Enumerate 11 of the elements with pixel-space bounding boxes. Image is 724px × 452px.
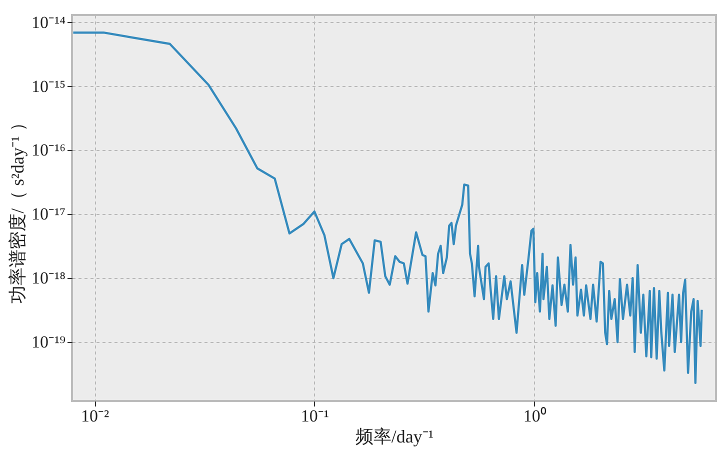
y-tick-label: 10⁻¹⁹ xyxy=(31,332,66,352)
y-tick-label: 10⁻¹⁶ xyxy=(31,140,66,160)
x-axis-title: 频率/day⁻¹ xyxy=(355,426,434,446)
y-axis-title: 功率谱密度/（ s²day⁻¹ ） xyxy=(7,114,28,304)
y-tick-label: 10⁻¹⁸ xyxy=(31,268,66,288)
y-tick-label: 10⁻¹⁴ xyxy=(31,12,66,32)
y-tick-label: 10⁻¹⁷ xyxy=(31,204,66,224)
y-tick-label: 10⁻¹⁵ xyxy=(31,76,66,96)
x-tick-label: 10⁻¹ xyxy=(300,406,329,426)
x-tick-label: 10⁰ xyxy=(523,406,546,426)
x-tick-label: 10⁻² xyxy=(80,406,110,426)
